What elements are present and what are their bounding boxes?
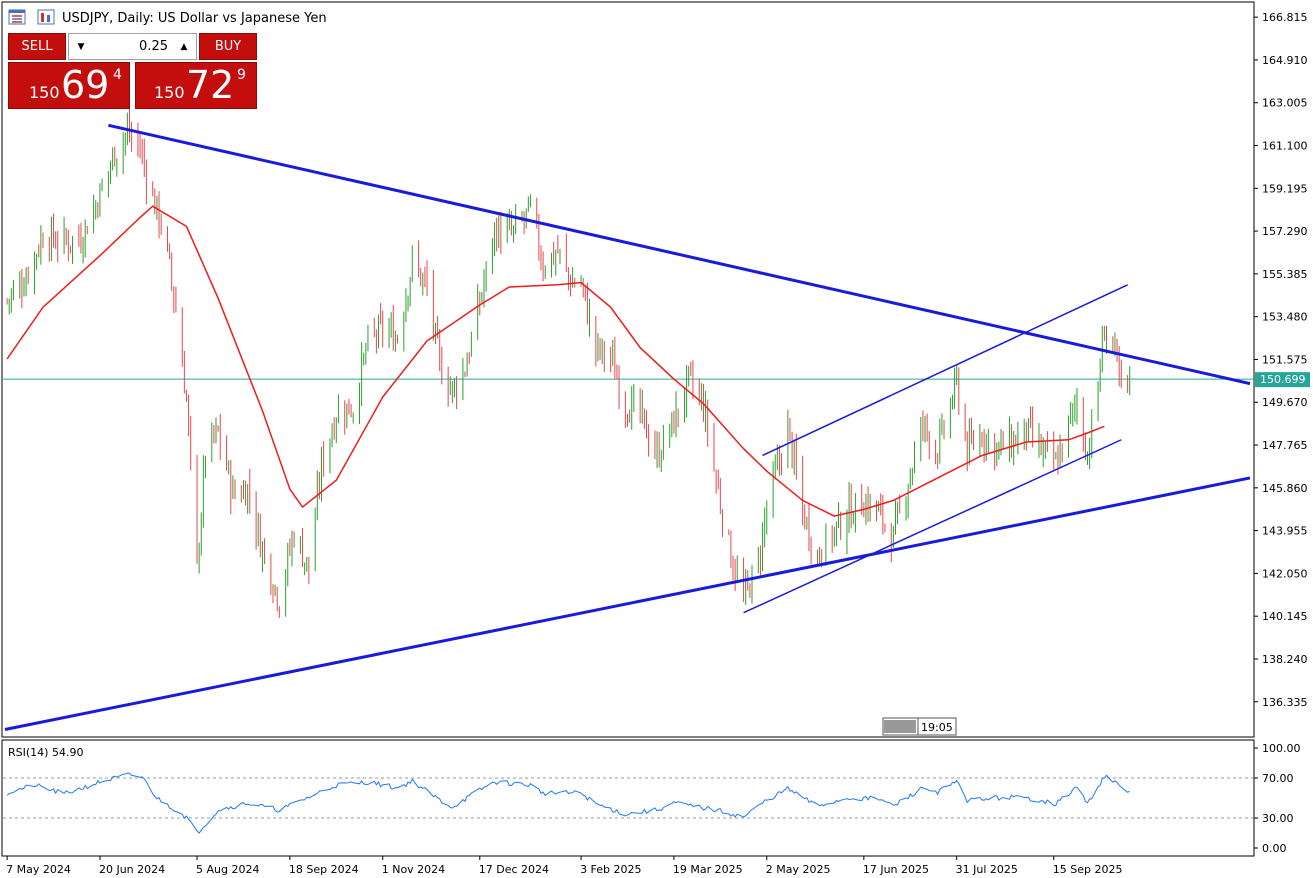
rsi-tick-label: 30.00 (1262, 812, 1294, 825)
y-tick-label: 157.290 (1262, 225, 1308, 238)
x-tick-label: 15 Sep 2025 (1053, 863, 1123, 876)
y-tick-label: 151.575 (1262, 353, 1308, 366)
rsi-panel-frame (1, 739, 1255, 857)
lot-decrease-arrow-icon[interactable]: ▼ (77, 41, 85, 52)
channel-bottom-line (743, 439, 1122, 614)
x-tick-label: 31 Jul 2025 (956, 863, 1018, 876)
lower-trend-line (4, 476, 1251, 731)
rsi-tick-label: 0.00 (1262, 842, 1287, 855)
chart-header: USDJPY, Daily: US Dollar vs Japanese Yen (8, 9, 327, 26)
lot-increase-arrow-icon[interactable]: ▲ (180, 41, 188, 52)
sell-price-big: 69 (61, 63, 110, 107)
y-tick-label: 147.765 (1262, 439, 1308, 452)
rsi-label: RSI(14) 54.90 (8, 746, 83, 759)
rsi-line (6, 772, 1130, 834)
main-chart-frame (1, 1, 1255, 738)
one-click-trading-panel: SELL ▼ 0.25 ▲ BUY 150 69 4 150 72 9 (8, 33, 257, 109)
time-marker-hatch (884, 720, 916, 733)
sell-price-sup: 4 (113, 67, 122, 83)
buy-button[interactable]: BUY (199, 33, 257, 60)
y-tick-label: 155.385 (1262, 268, 1308, 281)
y-tick-label: 138.240 (1262, 653, 1308, 666)
x-tick-label: 7 May 2024 (6, 863, 71, 876)
x-tick-label: 17 Jun 2025 (863, 863, 929, 876)
y-tick-label: 163.005 (1262, 97, 1308, 110)
y-tick-label: 166.815 (1262, 11, 1308, 24)
y-tick-label: 161.100 (1262, 140, 1308, 153)
x-tick-label: 17 Dec 2024 (479, 863, 549, 876)
y-tick-label: 149.670 (1262, 396, 1308, 409)
upper-trend-line (108, 123, 1251, 386)
sell-price-prefix: 150 (29, 83, 60, 102)
current-price-tag-text: 150.699 (1260, 373, 1306, 386)
buy-price-sup: 9 (237, 67, 246, 83)
x-tick-label: 18 Sep 2024 (289, 863, 359, 876)
sell-button[interactable]: SELL (8, 33, 66, 60)
time-marker[interactable]: 19:05 (882, 717, 957, 736)
rsi-tick-label: 100.00 (1262, 742, 1301, 755)
buy-price-big: 72 (186, 63, 235, 107)
y-tick-label: 143.955 (1262, 525, 1308, 538)
rsi-tick-label: 70.00 (1262, 772, 1294, 785)
x-tick-label: 3 Feb 2025 (580, 863, 641, 876)
y-tick-label: 153.480 (1262, 311, 1308, 324)
y-tick-label: 159.195 (1262, 182, 1308, 195)
x-tick-label: 5 Aug 2024 (196, 863, 259, 876)
current-price-tag: 150.699 (1255, 372, 1310, 388)
y-tick-label: 136.335 (1262, 696, 1308, 709)
y-tick-label: 142.050 (1262, 567, 1308, 580)
y-tick-label: 145.860 (1262, 482, 1308, 495)
moving-average-line (6, 205, 1105, 517)
buy-price-box[interactable]: 150 72 9 (135, 62, 257, 109)
lot-value[interactable]: 0.25 (139, 39, 168, 54)
chart-window-icon[interactable] (8, 9, 26, 25)
y-tick-label: 164.910 (1262, 54, 1308, 67)
x-tick-label: 2 May 2025 (766, 863, 831, 876)
x-tick-label: 19 Mar 2025 (673, 863, 743, 876)
chart-title: USDJPY, Daily: US Dollar vs Japanese Yen (62, 11, 327, 26)
channel-top-line (762, 284, 1128, 457)
x-tick-label: 1 Nov 2024 (382, 863, 445, 876)
buy-price-prefix: 150 (154, 83, 185, 102)
sell-price-box[interactable]: 150 69 4 (8, 62, 130, 109)
time-marker-label: 19:05 (921, 721, 953, 734)
x-tick-label: 20 Jun 2024 (99, 863, 165, 876)
y-tick-label: 140.145 (1262, 610, 1308, 623)
lot-size-input[interactable]: ▼ 0.25 ▲ (68, 33, 197, 60)
symbol-properties-icon[interactable] (37, 9, 55, 25)
